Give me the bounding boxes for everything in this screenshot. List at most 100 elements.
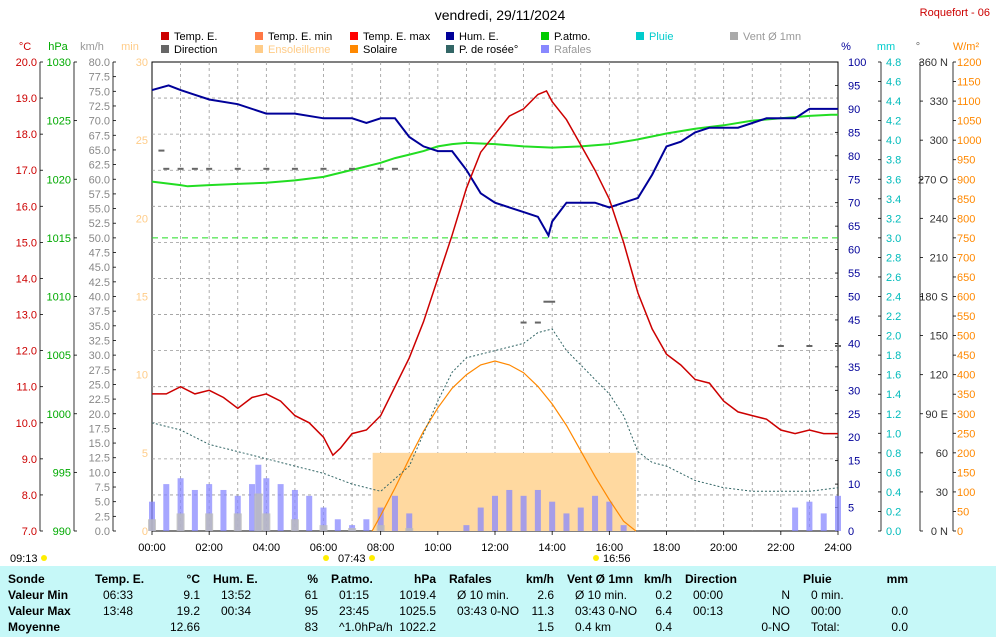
tick-label-rain: 1.0 <box>886 428 901 440</box>
direction-mark <box>377 167 384 170</box>
legend-label: P. de rosée° <box>459 44 518 56</box>
tick-label-dir: 330 <box>930 96 948 108</box>
tick-label-wind: 15.0 <box>89 438 110 450</box>
tick-label-solar: 450 <box>957 350 975 362</box>
legend-label: Solaire <box>363 44 397 56</box>
legend-label: Hum. E. <box>459 31 499 43</box>
tick-label-temp: 15.0 <box>16 237 37 249</box>
axis-unit-rain: mm <box>877 41 895 53</box>
tick-label-solar: 400 <box>957 370 975 382</box>
table-cell-time: Ø 10 min. <box>575 588 628 602</box>
gust-bar <box>492 495 498 531</box>
tick-label-minutes: 15 <box>136 292 148 304</box>
axis-unit-wind: km/h <box>80 41 104 53</box>
axes: 20.0 19.0 18.0 17.0 16.0 15.0 14.0 13.0 12.0 11.0… <box>16 57 982 554</box>
tick-label-solar: 600 <box>957 292 975 304</box>
direction-mark <box>177 167 184 170</box>
gust-bar <box>606 501 613 531</box>
table-cell-time: 00:13 <box>693 604 724 618</box>
tick-label-time: 00:00 <box>138 542 166 554</box>
tick-label-time: 02:00 <box>195 542 223 554</box>
gust-bar <box>363 519 370 531</box>
tick-label-hum: 60 <box>848 245 860 257</box>
table-header-unit: km/h <box>525 572 554 586</box>
gust-bar <box>835 495 841 531</box>
table-cell-value: 0.2 <box>655 588 672 602</box>
tick-label-rain: 1.8 <box>886 350 901 362</box>
sunset-icon <box>593 555 599 561</box>
tick-label-hum: 70 <box>848 198 860 210</box>
tick-label-temp: 17.0 <box>16 165 37 177</box>
tick-label-wind: 47.5 <box>89 248 110 260</box>
tick-label-rain: 4.6 <box>886 77 901 89</box>
tick-label-time: 24:00 <box>824 542 852 554</box>
table-cell-value: 0.0 <box>891 620 908 634</box>
direction-mark <box>291 167 298 170</box>
table-cell-time: 01:15 <box>339 588 370 602</box>
tick-label-wind: 12.5 <box>89 453 110 465</box>
wind-bar <box>290 519 299 531</box>
tick-label-wind: 65.0 <box>89 145 110 157</box>
tick-label-time: 18:00 <box>653 542 681 554</box>
legend-swatch <box>161 32 169 40</box>
tick-label-dir: 90 E <box>925 409 948 421</box>
tick-label-rain: 0.8 <box>886 448 901 460</box>
weather-chart: vendredi, 29/11/2024 Roquefort - 06 Temp… <box>10 7 990 565</box>
tick-label-rain: 2.8 <box>886 252 901 264</box>
tick-label-rain: 4.4 <box>886 96 901 108</box>
tick-label-rain: 3.8 <box>886 155 901 167</box>
tick-label-rain: 0.6 <box>886 467 901 479</box>
direction-mark <box>158 149 165 152</box>
table-row-label: Moyenne <box>8 620 61 634</box>
tick-label-rain: 1.4 <box>886 389 901 401</box>
tick-label-solar: 850 <box>957 194 975 206</box>
legend-swatch <box>636 32 644 40</box>
legend-swatch <box>541 32 549 40</box>
tick-label-time: 14:00 <box>538 542 566 554</box>
tick-label-press: 990 <box>53 526 71 538</box>
tick-label-rain: 2.4 <box>886 292 901 304</box>
table-cell-value: 1.5 <box>537 620 554 634</box>
gust-bar <box>792 507 799 531</box>
wind-bar <box>254 493 263 531</box>
tick-label-temp: 9.0 <box>22 454 37 466</box>
tick-label-rain: 1.2 <box>886 409 901 421</box>
tick-label-wind: 67.5 <box>89 130 110 142</box>
gust-bar <box>520 495 527 531</box>
tick-label-solar: 1100 <box>957 96 981 108</box>
tick-label-time: 08:00 <box>367 542 395 554</box>
tick-label-solar: 950 <box>957 155 975 167</box>
table-header: Pluie <box>803 572 832 586</box>
direction-mark <box>806 345 813 348</box>
direction-mark <box>320 167 327 170</box>
table-cell-time: 23:45 <box>339 604 370 618</box>
tick-label-wind: 27.5 <box>89 365 110 377</box>
tick-label-hum: 65 <box>848 221 860 233</box>
tick-label-hum: 45 <box>848 315 860 327</box>
table-cell-value: 1022.2 <box>399 620 436 634</box>
gust-bar <box>177 478 184 531</box>
direction-mark <box>263 167 270 170</box>
tick-label-press: 1010 <box>47 292 71 304</box>
gust-bar <box>220 489 227 531</box>
tick-label-press: 1025 <box>47 116 71 128</box>
tick-label-rain: 4.0 <box>886 135 901 147</box>
table-cell-value: 95 <box>304 604 318 618</box>
gust-bar <box>163 484 170 531</box>
tick-label-solar: 750 <box>957 233 975 245</box>
tick-label-minutes: 20 <box>136 213 148 225</box>
tick-label-solar: 1150 <box>957 77 981 89</box>
gust-bar <box>577 507 584 531</box>
gust-bar <box>806 501 813 531</box>
wind-bar <box>348 528 357 531</box>
table-cell-value: 61 <box>304 588 318 602</box>
tick-label-rain: 3.2 <box>886 213 901 225</box>
tick-label-rain: 2.6 <box>886 272 901 284</box>
wind-bar <box>176 513 185 531</box>
tick-label-dir: 0 N <box>931 526 948 538</box>
direction-mark <box>163 167 170 170</box>
sunset-label: 16:56 <box>603 553 631 565</box>
tick-label-wind: 25.0 <box>89 379 110 391</box>
tick-label-hum: 10 <box>848 479 860 491</box>
tick-label-wind: 42.5 <box>89 277 110 289</box>
